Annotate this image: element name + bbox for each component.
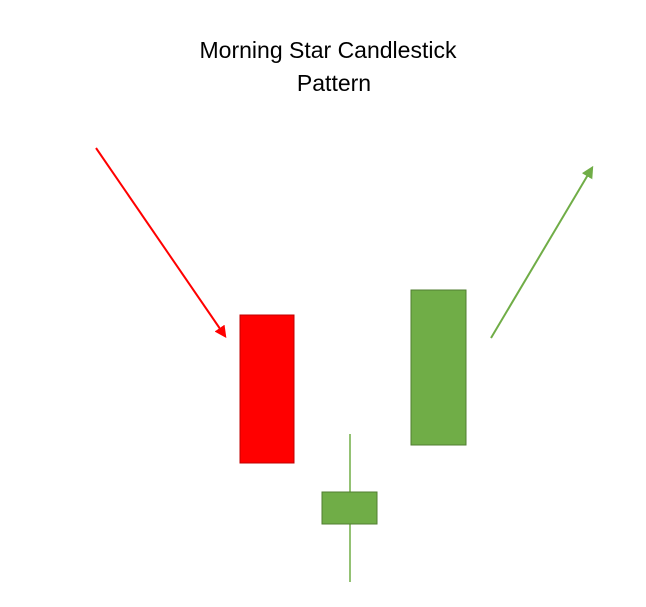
downtrend-arrow-icon bbox=[95, 147, 227, 338]
diagram-title: Morning Star Candlestick Pattern bbox=[0, 34, 646, 100]
star-candle-body bbox=[321, 491, 378, 525]
title-line-1: Morning Star Candlestick bbox=[199, 37, 457, 63]
uptrend-arrow-icon bbox=[490, 165, 594, 339]
bullish-candle bbox=[410, 289, 467, 446]
bearish-candle bbox=[239, 314, 295, 464]
title-line-2: Pattern bbox=[296, 70, 372, 96]
